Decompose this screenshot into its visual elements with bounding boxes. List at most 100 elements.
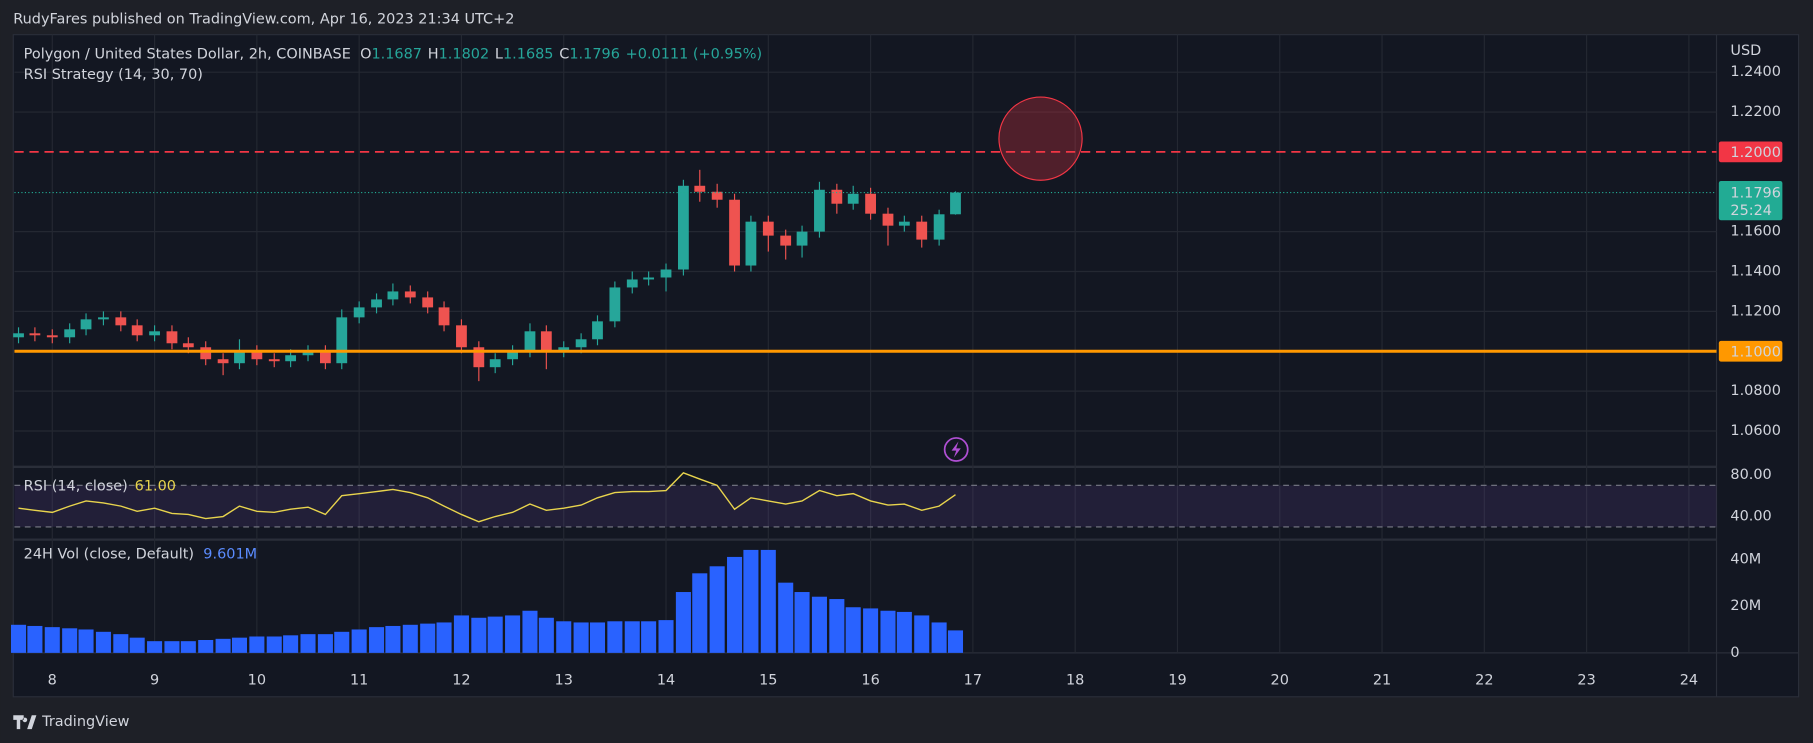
- last-price-label: 1.1796: [1730, 186, 1781, 202]
- volume-bar: [198, 639, 214, 653]
- ohlc-label: O: [360, 46, 371, 62]
- candle-body: [847, 193, 859, 204]
- legend: Polygon / United States Dollar, 2h, COIN…: [24, 46, 762, 62]
- volume-bar: [778, 582, 794, 653]
- rsi-band: [14, 485, 1717, 527]
- x-tick-label: 9: [150, 673, 159, 689]
- volume-bar: [505, 615, 521, 653]
- volume-bar: [743, 549, 759, 653]
- volume-bar: [231, 637, 248, 653]
- candle-body: [489, 359, 501, 368]
- candle-body: [540, 331, 552, 352]
- candle-body: [336, 317, 348, 364]
- x-tick-label: 16: [861, 673, 879, 689]
- volume-bar: [300, 634, 316, 653]
- candle-body: [422, 297, 434, 308]
- volume-bar: [436, 622, 452, 653]
- y-tick-label: 1.0600: [1730, 423, 1781, 439]
- last-price-tag: [1718, 181, 1783, 221]
- volume-bar: [385, 625, 401, 653]
- volume-bar: [215, 638, 231, 653]
- rsi-name: RSI (14, close): [24, 478, 128, 494]
- y-tick-label: 80.00: [1730, 467, 1771, 483]
- candle-body: [916, 221, 928, 240]
- volume-bar: [487, 616, 503, 653]
- candle-body: [46, 335, 58, 338]
- candle-body: [182, 343, 194, 348]
- y-tick-label: 0: [1730, 645, 1739, 661]
- y-tick-label: 20M: [1730, 598, 1761, 614]
- volume-last: 9.601M: [203, 547, 257, 563]
- candle-body: [592, 321, 603, 340]
- candle-body: [115, 317, 127, 326]
- volume-bar: [129, 637, 145, 653]
- candle-body: [609, 287, 621, 322]
- volume-bar: [471, 617, 487, 653]
- candle-body: [729, 199, 740, 266]
- candle-body: [438, 307, 450, 326]
- volume-bar: [931, 622, 947, 653]
- volume-bar: [760, 549, 776, 653]
- indicator-name: RSI Strategy (14, 30, 70): [24, 67, 203, 83]
- candle-body: [796, 231, 808, 246]
- alert-icon[interactable]: [943, 437, 969, 462]
- x-tick-label: 15: [759, 673, 777, 689]
- candle-body: [302, 351, 314, 356]
- candle-body: [371, 299, 382, 308]
- rsi-line: [18, 472, 956, 523]
- volume-bar: [62, 628, 78, 653]
- candle-body: [711, 191, 723, 200]
- volume-bar: [266, 636, 282, 653]
- y-tick-label: 1.2200: [1730, 104, 1781, 120]
- candle-body: [882, 213, 894, 226]
- volume-bar: [283, 635, 299, 653]
- candle-body: [13, 333, 24, 338]
- x-tick-label: 18: [1066, 673, 1084, 689]
- y-tick-label: 40.00: [1730, 509, 1771, 525]
- volume-bar: [180, 641, 196, 653]
- volume-bar: [914, 615, 930, 653]
- volume-bar: [164, 641, 180, 653]
- y-tick-label: 1.1600: [1730, 224, 1781, 240]
- candle-body: [898, 221, 910, 226]
- volume-bar: [334, 631, 350, 653]
- y-tick-label: 1.1200: [1730, 303, 1781, 319]
- volume-bar: [538, 617, 554, 653]
- x-tick-label: 13: [555, 673, 573, 689]
- currency: USD: [1730, 43, 1761, 59]
- volume-bar: [947, 630, 964, 653]
- candle-body: [387, 291, 399, 300]
- alert-bolt: [951, 441, 961, 458]
- volume-bar: [863, 608, 879, 653]
- volume-bar: [829, 599, 845, 653]
- candle-body: [98, 317, 109, 320]
- volume-bar: [573, 622, 589, 653]
- highlight-circle: [998, 96, 1083, 181]
- candle-body: [200, 347, 212, 360]
- volume-bar: [78, 629, 94, 653]
- candle-body: [762, 221, 774, 236]
- candle-body: [29, 333, 41, 336]
- rsi-title: RSI (14, close) 61.00: [24, 478, 176, 494]
- candle-body: [404, 291, 416, 298]
- x-tick-label: 23: [1577, 673, 1595, 689]
- brand-name: TradingView: [41, 714, 129, 730]
- rsi-last: 61.00: [135, 478, 176, 494]
- volume-name: 24H Vol (close, Default): [24, 547, 194, 563]
- candle-body: [950, 192, 961, 215]
- candle-body: [268, 359, 280, 362]
- x-tick-label: 14: [657, 673, 675, 689]
- chart-frame: [12, 34, 1800, 698]
- x-tick-label: 11: [350, 673, 368, 689]
- volume-bar: [727, 556, 743, 653]
- x-tick-label: 21: [1373, 673, 1391, 689]
- x-tick-label: 22: [1475, 673, 1493, 689]
- volume-bar: [27, 625, 43, 653]
- alert-ring: [943, 437, 969, 462]
- candle-body: [558, 347, 570, 352]
- volume-bar: [522, 610, 538, 653]
- candle-body: [933, 214, 945, 240]
- candle-body: [456, 325, 467, 348]
